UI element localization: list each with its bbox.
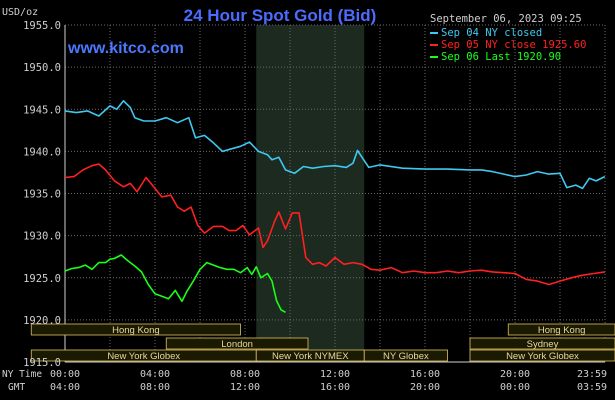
x-tick-label-gmt: 03:59 [577, 382, 607, 393]
y-tick-label: 1955.0 [23, 20, 61, 32]
x-tick-label-ny: 20:00 [500, 369, 530, 380]
x-tick-label-gmt: 16:00 [320, 382, 350, 393]
session-label: NY Globex [383, 351, 429, 362]
ny-time-label: NY Time [2, 369, 42, 380]
price-series [64, 100, 606, 313]
gmt-label: GMT [8, 382, 25, 393]
legend-entry: Sep 04 NY closed [441, 27, 542, 39]
nymex-session-band [256, 25, 365, 362]
y-axis-ticks: 1955.0 1950.0 1945.0 1940.0 1935.0 1930.0 1925… [23, 20, 61, 369]
session-label: Sydney [527, 339, 559, 350]
x-tick-label-ny: 12:00 [320, 369, 350, 380]
x-tick-label-gmt: 12:00 [230, 382, 260, 393]
session-label: London [221, 339, 253, 350]
session-label: New York Globex [506, 351, 579, 362]
session-label: Hong Kong [112, 325, 160, 336]
session-bar [363, 349, 448, 362]
y-axis-unit: USD/oz [2, 7, 38, 18]
timestamp: September 06, 2023 09:25 [430, 13, 582, 25]
x-tick-label-gmt: 08:00 [140, 382, 170, 393]
session-label: New York NYMEX [272, 351, 349, 362]
series-line [64, 163, 605, 286]
y-tick-label: 1925.0 [23, 273, 61, 285]
session-bar [30, 323, 241, 336]
series-line [64, 100, 606, 190]
y-tick-label: 1940.0 [23, 146, 61, 158]
x-tick-label-gmt: 20:00 [410, 382, 440, 393]
x-tick-label-gmt: 00:00 [500, 382, 530, 393]
x-tick-label-ny: 16:00 [410, 369, 440, 380]
y-tick-label: 1935.0 [23, 189, 61, 201]
x-tick-label-ny: 00:00 [50, 369, 80, 380]
watermark: www.kitco.com [67, 40, 184, 57]
x-tick-label-ny: 08:00 [230, 369, 260, 380]
y-tick-label: 1920.0 [23, 315, 61, 327]
session-label: New York Globex [107, 351, 180, 362]
y-tick-label: 1945.0 [23, 104, 61, 116]
legend-entry: Sep 06 Last 1920.90 [441, 51, 561, 63]
session-label: Hong Kong [538, 325, 586, 336]
grid-lines [64, 24, 606, 363]
session-bar [507, 323, 615, 336]
legend-entry: Sep 05 NY close 1925.60 [441, 39, 586, 51]
series-line [64, 254, 286, 313]
x-tick-label-gmt: 04:00 [50, 382, 80, 393]
y-tick-label: 1950.0 [23, 62, 61, 74]
session-bar [165, 337, 309, 350]
y-tick-label: 1915.0 [23, 357, 61, 369]
x-tick-label-ny: 23:59 [577, 369, 607, 380]
y-tick-label: 1930.0 [23, 231, 61, 243]
market-sessions: Hong Kong London New York Globex New York N… [30, 323, 615, 362]
session-bar [469, 349, 615, 362]
chart-title: 24 Hour Spot Gold (Bid) [184, 6, 377, 25]
x-tick-label-ny: 04:00 [140, 369, 170, 380]
session-bar [469, 337, 615, 350]
x-axis-ticks: 00:00 04:00 08:00 12:00 16:00 20:00 23:59 04:00… [50, 369, 607, 393]
